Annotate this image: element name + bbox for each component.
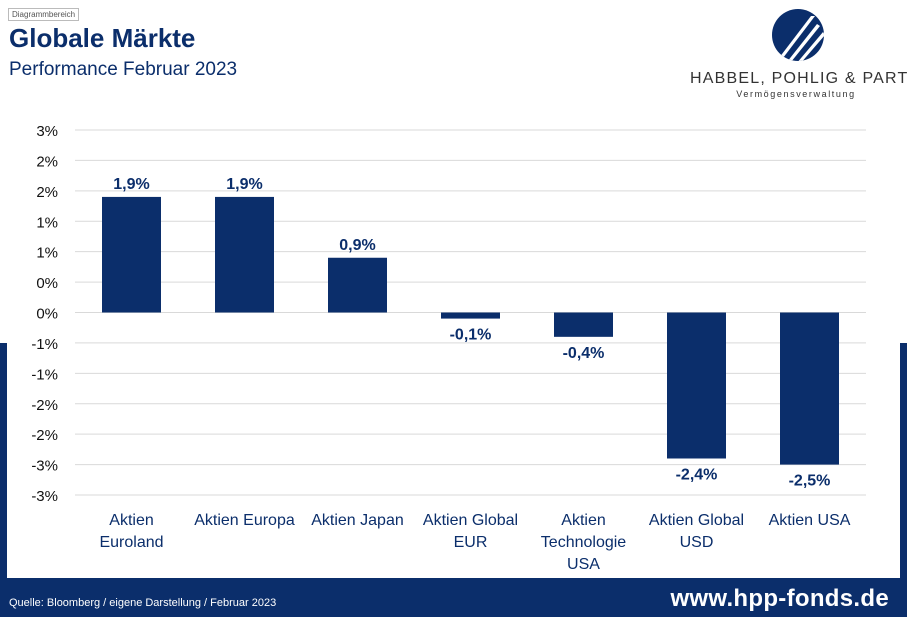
data-label: 1,9% [113, 176, 149, 193]
data-label: -2,5% [789, 473, 831, 490]
x-category-label-line: USD [680, 534, 714, 551]
x-category-label: Aktien Global EUR [423, 512, 518, 551]
footer-bar: Quelle: Bloomberg / eigene Darstellung /… [0, 578, 907, 617]
x-category-label: Aktien Japan [311, 512, 404, 529]
y-tick-label: 1% [36, 214, 58, 231]
company-name: HABBEL, POHLIG & PARTNER [690, 70, 907, 87]
x-category-label-line: Aktien Global [649, 512, 744, 529]
bar [215, 196, 274, 313]
bar [102, 196, 161, 313]
y-tick-label: 1% [36, 245, 58, 262]
bar [667, 312, 726, 459]
y-tick-label: -1% [31, 336, 58, 353]
source-note: Quelle: Bloomberg / eigene Darstellung /… [9, 597, 277, 609]
y-tick-label: -2% [31, 427, 58, 444]
website-link[interactable]: www.hpp-fonds.de [670, 585, 889, 612]
x-category-label-line: EUR [454, 534, 488, 551]
y-tick-label: -3% [31, 458, 58, 475]
data-label: -2,4% [676, 467, 718, 484]
y-tick-label: -1% [31, 366, 58, 383]
data-label: 1,9% [226, 176, 262, 193]
chart-area-tag: Diagrammbereich [8, 8, 80, 21]
page-title: Globale Märkte [9, 23, 196, 53]
x-category-label-line: USA [567, 556, 600, 573]
company-logo-icon [772, 9, 824, 61]
bar-chart: 3% 2% 2% 1% 1% 0% 0% -1% -1% -2% -2% -3% -3% 1,9% Akti… [31, 123, 866, 573]
y-tick-label: 0% [36, 306, 58, 323]
bar [441, 312, 500, 319]
x-category-label: Aktien Europa [194, 512, 295, 529]
x-category-label-line: Aktien Japan [311, 512, 404, 529]
y-tick-label: 0% [36, 275, 58, 292]
x-category-label: Aktien Euroland [99, 512, 163, 551]
right-accent-bar [900, 343, 907, 578]
x-category-label-line: Euroland [99, 534, 163, 551]
page-subtitle: Performance Februar 2023 [9, 59, 238, 80]
y-tick-label: 3% [36, 123, 58, 140]
x-category-label: Aktien USA [769, 512, 851, 529]
data-label: 0,9% [339, 237, 375, 254]
x-category-label-line: Aktien Europa [194, 512, 295, 529]
x-category-label-line: Aktien [561, 512, 605, 529]
bar [780, 312, 839, 465]
company-tagline: Vermögensverwaltung [736, 89, 856, 99]
x-category-label-line: Aktien USA [769, 512, 851, 529]
x-category-label-line: Aktien Global [423, 512, 518, 529]
x-category-label-line: Technologie [541, 534, 627, 551]
x-category-label-line: Aktien [109, 512, 153, 529]
data-label: -0,1% [450, 327, 492, 344]
bar [554, 312, 613, 337]
data-label: -0,4% [563, 345, 605, 362]
y-tick-label: 2% [36, 153, 58, 170]
y-tick-label: 2% [36, 184, 58, 201]
x-category-label: Aktien Technologie USA [541, 512, 627, 573]
x-category-label: Aktien Global USD [649, 512, 744, 551]
left-accent-bar [0, 343, 7, 578]
y-tick-label: -3% [31, 488, 58, 505]
bar [328, 257, 387, 313]
y-tick-label: -2% [31, 397, 58, 414]
